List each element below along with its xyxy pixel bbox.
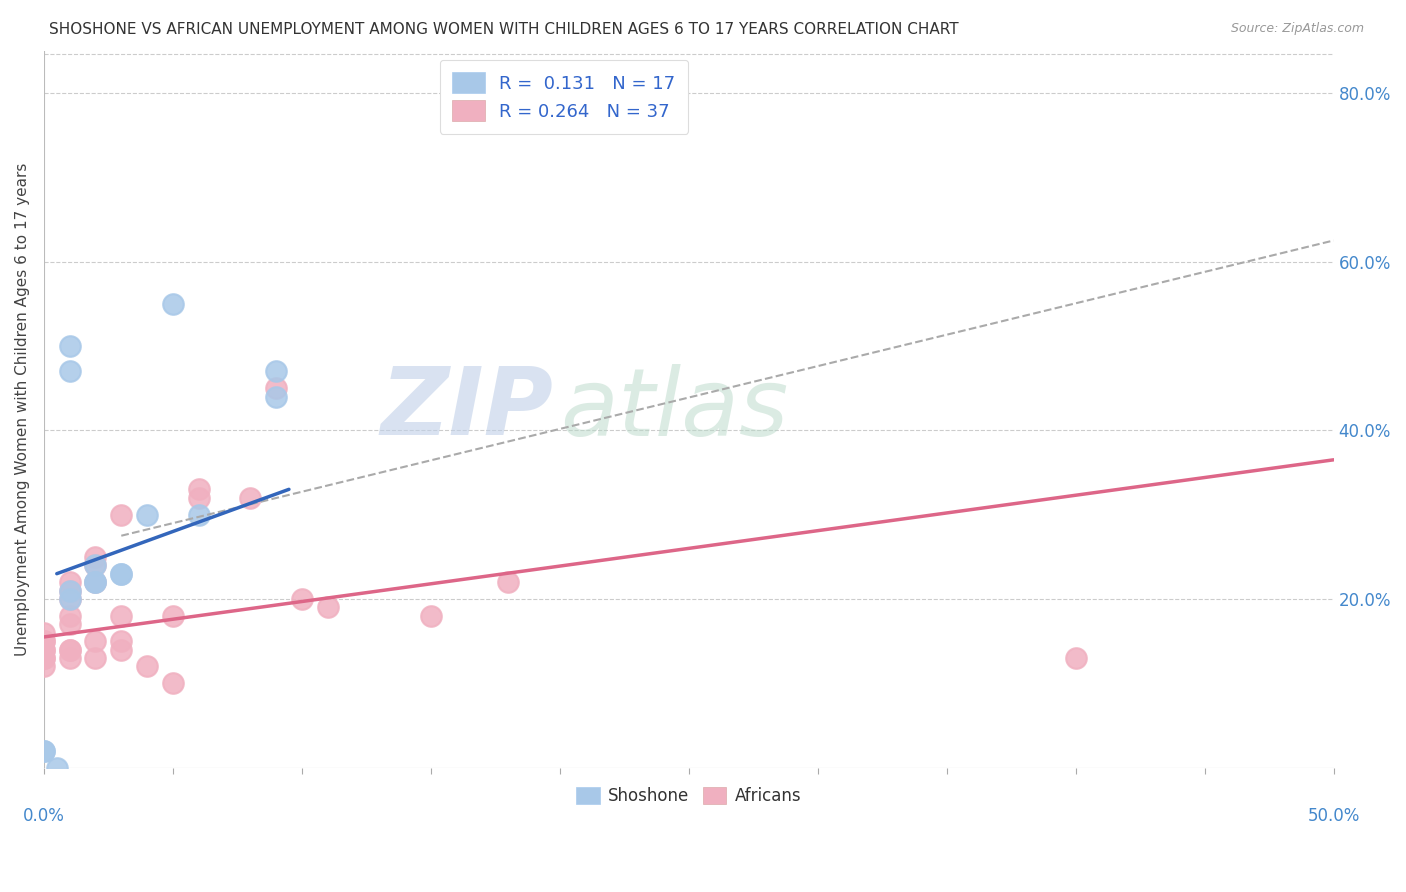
Point <box>264 381 287 395</box>
Point <box>84 575 107 590</box>
Point <box>32 642 55 657</box>
Point <box>84 575 107 590</box>
Text: SHOSHONE VS AFRICAN UNEMPLOYMENT AMONG WOMEN WITH CHILDREN AGES 6 TO 17 YEARS CO: SHOSHONE VS AFRICAN UNEMPLOYMENT AMONG W… <box>49 22 959 37</box>
Point <box>59 651 82 665</box>
Text: Source: ZipAtlas.com: Source: ZipAtlas.com <box>1230 22 1364 36</box>
Point <box>59 642 82 657</box>
Point <box>110 634 132 648</box>
Text: 50.0%: 50.0% <box>1308 807 1360 825</box>
Point <box>110 608 132 623</box>
Point <box>59 575 82 590</box>
Point <box>32 659 55 673</box>
Point <box>187 483 209 497</box>
Point <box>316 600 339 615</box>
Point <box>84 634 107 648</box>
Point <box>264 390 287 404</box>
Point <box>291 592 314 607</box>
Point <box>162 297 184 311</box>
Point <box>84 549 107 564</box>
Point <box>59 592 82 607</box>
Point <box>59 642 82 657</box>
Point <box>110 566 132 581</box>
Point <box>84 651 107 665</box>
Point <box>187 491 209 505</box>
Point <box>59 339 82 353</box>
Point <box>496 575 519 590</box>
Point <box>110 642 132 657</box>
Point <box>136 508 159 522</box>
Point <box>32 625 55 640</box>
Point <box>32 744 55 758</box>
Point <box>136 659 159 673</box>
Point <box>84 558 107 573</box>
Point <box>32 634 55 648</box>
Point <box>59 592 82 607</box>
Text: ZIP: ZIP <box>381 363 554 455</box>
Point <box>162 608 184 623</box>
Point <box>239 491 262 505</box>
Point <box>84 558 107 573</box>
Point <box>419 608 441 623</box>
Point <box>59 608 82 623</box>
Point <box>84 575 107 590</box>
Point <box>1064 651 1087 665</box>
Point <box>32 744 55 758</box>
Text: 0.0%: 0.0% <box>22 807 65 825</box>
Point <box>59 617 82 632</box>
Point <box>59 583 82 598</box>
Legend: Shoshone, Africans: Shoshone, Africans <box>568 779 810 814</box>
Point <box>110 508 132 522</box>
Point <box>32 634 55 648</box>
Text: atlas: atlas <box>560 364 787 455</box>
Y-axis label: Unemployment Among Women with Children Ages 6 to 17 years: Unemployment Among Women with Children A… <box>15 162 30 656</box>
Point <box>187 508 209 522</box>
Point <box>162 676 184 690</box>
Point <box>32 642 55 657</box>
Point <box>59 364 82 378</box>
Point <box>32 651 55 665</box>
Point <box>32 651 55 665</box>
Point <box>59 583 82 598</box>
Point <box>110 566 132 581</box>
Point <box>264 364 287 378</box>
Point <box>45 761 67 775</box>
